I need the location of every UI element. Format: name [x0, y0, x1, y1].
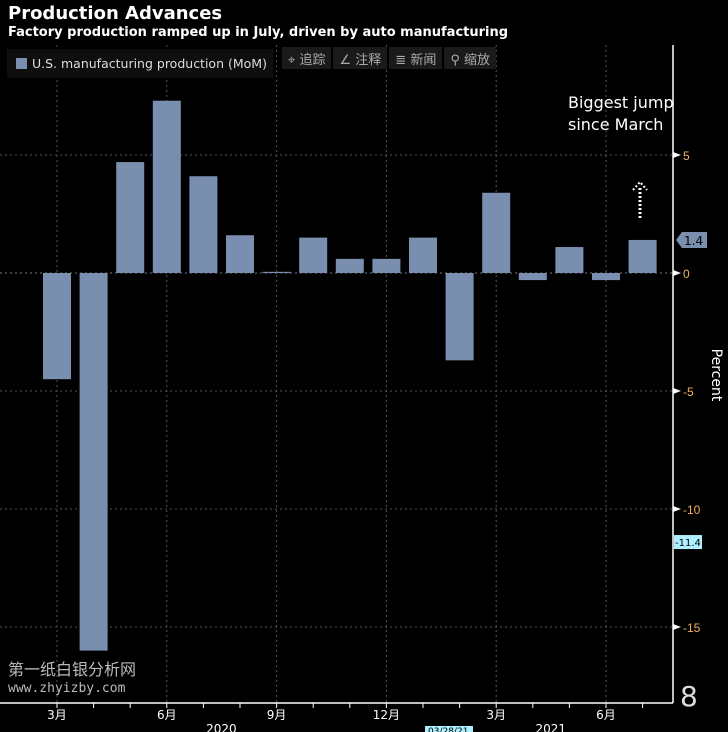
value-marker: -11.4 — [675, 538, 701, 549]
x-tick-label: 12月 — [373, 708, 400, 722]
bar-2020-06 — [152, 100, 181, 273]
legend[interactable]: U.S. manufacturing production (MoM) — [7, 49, 273, 78]
zoom-label: 缩放 — [463, 53, 490, 68]
bar-2020-09 — [262, 271, 291, 273]
news-label: 新闻 — [410, 53, 437, 68]
toolbar: ⌖ 追踪 ∠ 注释 ≣ 新闻 ⚲ 缩放 — [282, 47, 496, 69]
bar-2020-08 — [226, 235, 254, 273]
track-button[interactable]: ⌖ 追踪 — [282, 47, 332, 69]
chart-title: Production Advances — [8, 3, 223, 24]
value-marker: 1.4 — [684, 234, 703, 248]
y-tick-marker — [673, 624, 681, 630]
annotation-line-2: since March — [568, 115, 664, 134]
zoom-button[interactable]: ⚲ 缩放 — [444, 47, 496, 69]
x-tick-label: 6月 — [157, 708, 177, 722]
y-axis-label: Percent — [708, 349, 724, 402]
bar-2020-07 — [189, 176, 218, 273]
bar-2020-11 — [335, 258, 364, 273]
annotation-line-1: Biggest jump — [568, 93, 674, 112]
x-tick-label: 3月 — [486, 708, 506, 722]
chart-subtitle: Factory production ramped up in July, dr… — [8, 25, 509, 40]
bar-2021-06 — [592, 273, 620, 281]
y-tick-marker — [673, 388, 681, 394]
legend-swatch — [16, 58, 27, 69]
bar-2021-03 — [482, 192, 511, 273]
y-tick-marker — [673, 152, 681, 158]
value-marker-bg — [674, 535, 702, 550]
track-label: 追踪 — [299, 53, 326, 68]
y-tick-label: -15 — [683, 621, 701, 635]
date-badge: 03/28/21 — [428, 727, 468, 732]
bar-2020-12 — [372, 258, 401, 273]
bar-2020-05 — [116, 162, 145, 273]
value-marker-bg — [676, 231, 707, 248]
x-tick-label: 3月 — [47, 708, 67, 722]
y-tick-label: 0 — [683, 267, 690, 281]
news-button[interactable]: ≣ 新闻 — [389, 47, 443, 69]
bar-2020-04 — [79, 273, 108, 651]
legend-label: U.S. manufacturing production (MoM) — [32, 56, 267, 71]
year-label: 2020 — [206, 722, 237, 732]
page-number: 8 — [680, 680, 698, 713]
annotate-button[interactable]: ∠ 注释 — [333, 47, 388, 69]
bar-2021-05 — [555, 247, 584, 273]
bar-2020-03 — [43, 273, 71, 380]
y-tick-marker — [673, 270, 681, 276]
y-tick-label: -10 — [683, 503, 701, 517]
arrow-head-icon — [632, 180, 648, 191]
y-tick-label: 5 — [683, 149, 690, 163]
date-badge-bg — [425, 726, 473, 732]
x-tick-label: 9月 — [267, 708, 287, 722]
watermark: 第一纸白银分析网 — [8, 660, 137, 679]
bar-2021-07 — [628, 239, 657, 273]
year-label: 2021 — [536, 722, 567, 732]
bar-2021-02 — [445, 273, 474, 361]
watermark-url: www.zhyizby.com — [8, 681, 126, 696]
y-tick-marker — [673, 506, 681, 512]
bar-2021-04 — [518, 273, 547, 281]
x-tick-label: 6月 — [596, 708, 616, 722]
bar-2021-01 — [409, 237, 437, 273]
annotate-label: 注释 — [355, 53, 382, 68]
y-tick-label: -5 — [683, 385, 694, 399]
bar-2020-10 — [299, 237, 328, 273]
annotation: Biggest jump since March — [568, 92, 674, 136]
